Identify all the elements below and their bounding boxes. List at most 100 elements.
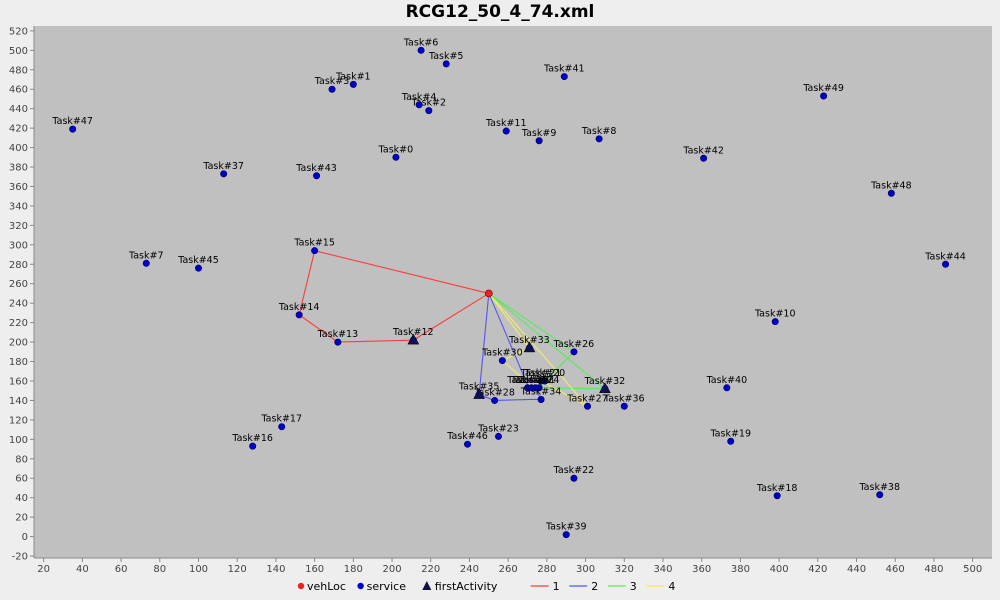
y-tick-label: 400 xyxy=(9,143,28,154)
y-tick-label: 280 xyxy=(9,260,28,271)
x-tick-label: 300 xyxy=(576,564,595,575)
chart-title: RCG12_50_4_74.xml xyxy=(405,2,595,22)
service-point-label: Task#39 xyxy=(545,522,587,533)
service-point-label: Task#33 xyxy=(508,335,550,346)
y-tick-label: 480 xyxy=(9,65,28,76)
service-point xyxy=(535,137,543,145)
service-point-label: Task#31 xyxy=(514,375,556,386)
legend-marker-service xyxy=(357,582,364,590)
first-activity-marker xyxy=(407,333,420,345)
y-tick-label: 500 xyxy=(9,46,28,57)
service-point-label: Task#26 xyxy=(553,339,595,350)
y-tick-label: 260 xyxy=(9,279,28,290)
y-tick-label: 240 xyxy=(9,299,28,310)
y-tick-label: 60 xyxy=(15,474,28,485)
x-tick-label: 320 xyxy=(615,564,634,575)
service-point xyxy=(464,440,472,448)
service-point-label: Task#15 xyxy=(293,238,335,249)
service-point xyxy=(415,101,423,109)
service-point-label: Task#27 xyxy=(566,393,608,404)
service-point xyxy=(942,260,950,268)
service-point xyxy=(562,531,570,539)
legend-label: service xyxy=(367,580,407,593)
y-tick-label: 320 xyxy=(9,221,28,232)
route-3-line xyxy=(488,293,607,390)
service-point-label: Task#22 xyxy=(553,465,595,476)
legend-label: 2 xyxy=(591,580,598,593)
legend: vehLoc service firstActivity 1 2 3 4 xyxy=(297,580,675,593)
service-point xyxy=(142,259,150,267)
service-point-label: Task#36 xyxy=(603,393,645,404)
service-point-label: Task#43 xyxy=(295,163,337,174)
x-tick-label: 280 xyxy=(537,564,556,575)
service-point xyxy=(502,127,510,135)
x-tick-label: 160 xyxy=(305,564,324,575)
plot-area xyxy=(34,26,992,558)
service-point xyxy=(349,80,357,88)
x-tick-label: 460 xyxy=(886,564,905,575)
x-tick-label: 220 xyxy=(421,564,440,575)
service-point-label: Task#37 xyxy=(202,161,244,172)
y-tick-label: 200 xyxy=(9,338,28,349)
y-tick-label: -20 xyxy=(12,552,28,563)
x-tick-label: 420 xyxy=(808,564,827,575)
service-point-label: Task#47 xyxy=(51,116,93,127)
legend-label: firstActivity xyxy=(435,580,498,593)
service-point xyxy=(560,73,568,81)
service-point xyxy=(570,348,578,356)
service-point xyxy=(417,46,425,54)
service-point-label: Task#32 xyxy=(584,376,626,387)
x-tick-label: 40 xyxy=(76,564,89,575)
service-point xyxy=(425,107,433,115)
service-point-label: Task#6 xyxy=(403,37,439,48)
legend-label: 1 xyxy=(553,580,560,593)
service-point-label: Task#12 xyxy=(392,327,434,338)
service-point-label: Task#38 xyxy=(858,482,900,493)
legend-label: 3 xyxy=(630,580,637,593)
service-point xyxy=(723,384,731,392)
service-points: Task#0 Task#1 Task#2 Task#3 Task#4 Task#5 Task… xyxy=(51,37,966,539)
service-point-label: Task#24 xyxy=(518,375,560,386)
service-point-label: Task#8 xyxy=(581,126,617,137)
x-tick-label: 20 xyxy=(37,564,50,575)
service-point xyxy=(584,402,592,410)
service-point xyxy=(700,154,708,162)
first-activity-marker xyxy=(473,388,486,399)
service-point xyxy=(727,437,735,445)
x-tick-label: 500 xyxy=(963,564,982,575)
service-point-label: Task#0 xyxy=(378,144,414,155)
service-point-label: Task#35 xyxy=(458,382,500,393)
legend-marker-firstActivity xyxy=(422,581,432,590)
x-tick-label: 180 xyxy=(344,564,363,575)
service-point-label: Task#29 xyxy=(510,375,552,386)
service-point xyxy=(595,135,603,143)
service-point-label: Task#20 xyxy=(524,368,566,379)
y-tick-label: 440 xyxy=(9,104,28,115)
service-point xyxy=(249,442,257,450)
service-point-label: Task#13 xyxy=(317,329,359,340)
service-point-label: Task#19 xyxy=(709,428,751,439)
service-point-label: Task#44 xyxy=(924,251,966,262)
service-point xyxy=(69,125,77,133)
service-point-label: Task#34 xyxy=(520,386,562,397)
service-point-label: Task#9 xyxy=(521,128,557,139)
service-point xyxy=(295,311,303,319)
x-tick-label: 360 xyxy=(692,564,711,575)
service-point-label: Task#16 xyxy=(231,433,273,444)
service-point xyxy=(773,492,781,500)
service-point-label: Task#40 xyxy=(706,375,748,386)
first-activity-marker xyxy=(599,382,611,394)
x-tick-label: 260 xyxy=(499,564,518,575)
service-point xyxy=(498,357,506,365)
service-point-label: Task#14 xyxy=(278,302,320,313)
first-activity-marker xyxy=(523,341,536,353)
service-point xyxy=(220,170,228,178)
service-point xyxy=(491,396,499,404)
service-point-label: Task#30 xyxy=(481,348,523,359)
service-point-label: Task#23 xyxy=(477,423,519,434)
service-point-label: Task#1 xyxy=(335,71,371,82)
legend-label: 4 xyxy=(668,580,675,593)
y-tick-label: 420 xyxy=(9,124,28,135)
y-tick-label: 140 xyxy=(9,396,28,407)
service-point xyxy=(311,247,319,255)
